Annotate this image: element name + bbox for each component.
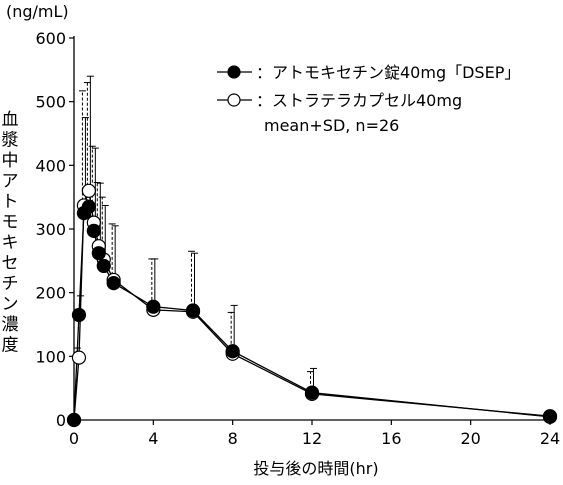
y-tick-label: 400 (35, 156, 66, 175)
y-axis-title-char: セ (2, 254, 19, 274)
legend-marker (227, 93, 241, 107)
y-tick-label: 100 (35, 347, 66, 366)
data-point-filled (71, 307, 87, 323)
x-tick-label: 16 (381, 429, 401, 448)
y-axis-title-char: モ (2, 213, 19, 233)
y-axis-title-char: 漿 (2, 131, 19, 151)
legend-note: mean+SD, n=26 (264, 116, 399, 135)
y-tick-label: 200 (35, 284, 66, 303)
legend: ：アトモキセチン錠40mg「DSEP」 ：ストラテラカプセル40mg (217, 63, 520, 110)
data-point-filled (106, 276, 121, 291)
y-tick-label: 0 (56, 411, 66, 430)
y-tick-label: 300 (35, 220, 66, 239)
data-point-filled (96, 258, 111, 274)
data-point-filled (185, 303, 201, 318)
x-axis-title: 投与後の時間(hr) (253, 459, 378, 478)
legend-label: ：アトモキセチン錠40mg「DSEP」 (256, 63, 520, 82)
data-point-filled (542, 409, 558, 424)
data-point-filled (146, 299, 161, 314)
data-point-filled (304, 385, 320, 400)
x-tick-label: 4 (148, 429, 158, 448)
y-axis-title-char: 中 (2, 151, 19, 171)
data-point-filled (86, 223, 101, 239)
y-tick-label: 600 (35, 29, 66, 48)
y-axis-title-char: チ (2, 274, 19, 294)
series-markers (66, 183, 558, 428)
x-tick-label: 20 (460, 429, 480, 448)
x-tick-label: 0 (69, 429, 79, 448)
y-unit-label: (ng/mL) (6, 2, 69, 21)
y-axis-title-char: ト (2, 192, 19, 212)
y-axis-title-char: ア (2, 172, 19, 192)
y-axis-title-char: 度 (2, 336, 19, 356)
x-tick-label: 8 (228, 429, 238, 448)
legend-label: ：ストラテラカプセル40mg (256, 91, 462, 110)
data-point-filled (225, 344, 240, 359)
x-tick-label: 24 (540, 429, 560, 448)
data-point-filled (66, 412, 82, 428)
axes: 0 100 200 300 400 500 600 0 4 8 12 16 20 24 血漿中アトモキセチン… (2, 29, 561, 448)
y-axis-title-char: 血 (2, 110, 19, 130)
data-point-open (71, 350, 87, 365)
data-point-filled (91, 246, 106, 261)
y-axis-title-char: キ (2, 233, 19, 253)
data-point-open (81, 183, 96, 198)
legend-marker (227, 65, 241, 79)
y-tick-label: 500 (35, 93, 66, 112)
y-axis-title-char: ン (2, 295, 19, 315)
x-tick-label: 12 (302, 429, 322, 448)
data-point-filled (81, 199, 96, 214)
y-axis-title-char: 濃 (2, 315, 19, 335)
